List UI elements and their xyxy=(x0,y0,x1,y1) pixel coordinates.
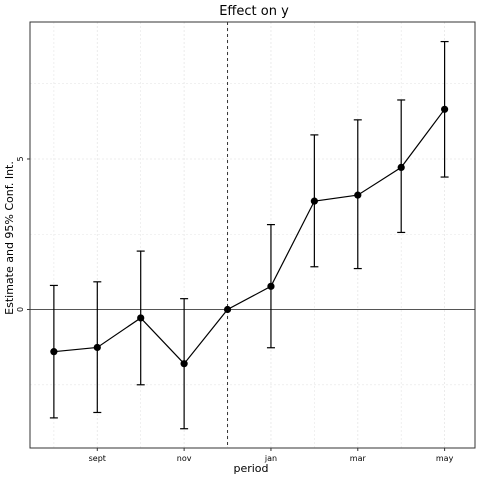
data-point xyxy=(267,282,275,290)
data-point xyxy=(441,105,449,113)
data-point xyxy=(354,191,362,199)
data-point xyxy=(180,360,188,368)
x-tick-label: nov xyxy=(177,454,192,463)
chart-title: Effect on y xyxy=(219,4,289,19)
x-tick-label: jan xyxy=(264,454,277,463)
data-point xyxy=(50,348,58,356)
y-tick-label: 5 xyxy=(16,156,25,161)
data-point xyxy=(137,314,145,322)
ticks: sept nov jan mar may 0 5 xyxy=(16,156,454,463)
estimate-line xyxy=(53,108,446,365)
plot-frame xyxy=(29,21,476,449)
x-axis-label: period xyxy=(233,462,268,475)
data-point xyxy=(223,305,232,314)
reference-lines xyxy=(30,22,475,448)
y-tick-label: 0 xyxy=(16,307,25,312)
x-tick-label: may xyxy=(436,454,454,463)
x-tick-label: mar xyxy=(350,454,367,463)
data-point xyxy=(397,163,405,172)
data-point xyxy=(93,343,101,352)
x-tick-label: sept xyxy=(89,454,106,463)
series xyxy=(49,40,449,430)
y-axis-label: Estimate and 95% Conf. Int. xyxy=(3,161,16,315)
data-point xyxy=(310,197,318,205)
